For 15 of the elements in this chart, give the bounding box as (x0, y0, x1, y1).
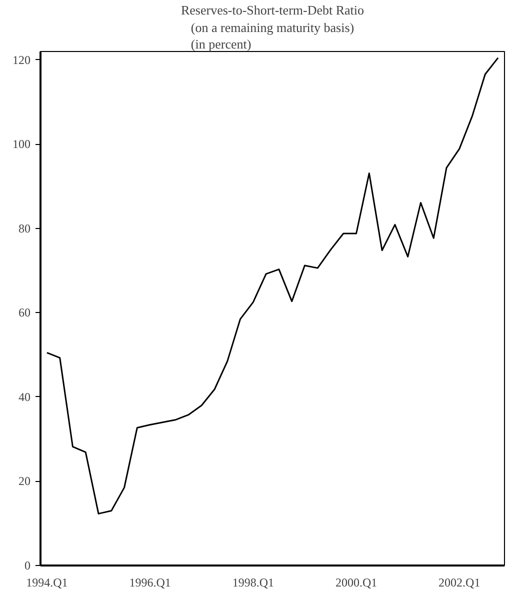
y-tick-label: 40 (18, 390, 30, 404)
x-tick-label: 1996.Q1 (129, 576, 171, 590)
y-tick-label: 20 (18, 474, 30, 488)
y-tick-label: 120 (12, 52, 30, 67)
x-tick-label: 2002.Q1 (438, 576, 480, 590)
line-series (46, 57, 499, 514)
x-tick-label: 1998.Q1 (232, 576, 274, 590)
x-tick-label: 2000.Q1 (335, 576, 378, 590)
y-tick-label: 0 (24, 558, 30, 572)
x-tick-label: 1994.Q1 (26, 576, 68, 590)
y-tick-label: 100 (12, 137, 30, 152)
y-tick-label: 80 (18, 221, 30, 236)
chart-title: Reserves-to-Short-term-Debt Ratio (180, 2, 364, 18)
chart-subtitle: (on a remaining maturity basis) (in percent) (190, 20, 354, 52)
y-tick-label: 60 (18, 306, 30, 320)
